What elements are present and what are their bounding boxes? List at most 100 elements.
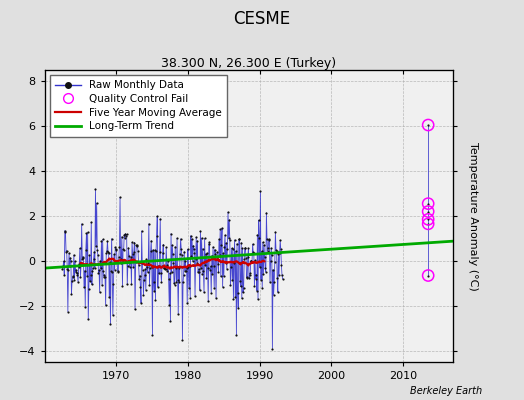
Point xyxy=(161,266,169,272)
Point xyxy=(66,263,74,269)
Point xyxy=(141,286,150,293)
Point xyxy=(193,260,201,266)
Point xyxy=(236,278,244,284)
Point xyxy=(82,230,91,237)
Point xyxy=(179,279,187,286)
Point xyxy=(140,277,148,284)
Point xyxy=(131,306,139,313)
Point xyxy=(202,250,210,257)
Point xyxy=(183,246,192,252)
Point xyxy=(185,285,193,292)
Point xyxy=(227,264,235,270)
Point xyxy=(108,268,116,275)
Point xyxy=(254,296,262,302)
Point xyxy=(81,268,89,274)
Point xyxy=(124,263,132,269)
Point xyxy=(190,249,199,256)
Point xyxy=(424,200,432,207)
Point xyxy=(145,220,153,227)
Point xyxy=(260,242,268,248)
Point xyxy=(118,282,127,289)
Title: 38.300 N, 26.300 E (Turkey): 38.300 N, 26.300 E (Turkey) xyxy=(161,57,336,70)
Point xyxy=(265,236,273,242)
Point xyxy=(269,291,278,298)
Point xyxy=(136,284,145,290)
Point xyxy=(228,246,237,252)
Point xyxy=(140,272,149,278)
Point xyxy=(95,267,103,274)
Point xyxy=(96,258,104,264)
Y-axis label: Temperature Anomaly (°C): Temperature Anomaly (°C) xyxy=(468,142,478,290)
Point xyxy=(223,246,232,252)
Point xyxy=(198,235,206,241)
Point xyxy=(96,265,105,271)
Point xyxy=(105,294,113,301)
Point xyxy=(133,242,141,249)
Point xyxy=(120,231,128,238)
Point xyxy=(90,255,98,262)
Point xyxy=(149,279,158,285)
Point xyxy=(225,216,233,223)
Point xyxy=(103,238,112,244)
Point xyxy=(63,265,71,272)
Point xyxy=(191,256,200,262)
Point xyxy=(134,248,142,254)
Point xyxy=(67,258,75,264)
Point xyxy=(200,289,208,296)
Point xyxy=(156,248,164,255)
Text: CESME: CESME xyxy=(233,10,291,28)
Point xyxy=(211,250,220,257)
Point xyxy=(187,232,195,239)
Point xyxy=(154,263,162,270)
Point xyxy=(207,290,215,296)
Point xyxy=(81,304,90,310)
Point xyxy=(238,245,247,252)
Point xyxy=(227,245,236,252)
Point xyxy=(84,316,92,322)
Point xyxy=(74,264,83,270)
Point xyxy=(278,272,286,278)
Point xyxy=(135,262,143,268)
Point xyxy=(166,270,174,276)
Point xyxy=(270,258,279,265)
Point xyxy=(264,248,272,254)
Point xyxy=(112,246,121,253)
Point xyxy=(115,244,124,250)
Point xyxy=(79,254,87,260)
Point xyxy=(192,234,200,240)
Point xyxy=(104,250,113,256)
Point xyxy=(277,262,286,268)
Point xyxy=(64,308,72,315)
Point xyxy=(116,260,125,266)
Point xyxy=(154,284,162,290)
Point xyxy=(161,266,170,272)
Point xyxy=(268,252,276,258)
Point xyxy=(78,255,86,262)
Point xyxy=(256,188,265,194)
Point xyxy=(249,250,258,256)
Point xyxy=(251,257,259,264)
Point xyxy=(181,258,190,264)
Point xyxy=(189,258,197,264)
Point xyxy=(205,239,214,246)
Point xyxy=(214,268,223,275)
Point xyxy=(257,248,266,255)
Point xyxy=(424,200,432,207)
Point xyxy=(189,242,198,249)
Point xyxy=(71,269,80,275)
Point xyxy=(243,274,251,281)
Point xyxy=(75,245,84,252)
Point xyxy=(153,213,161,220)
Point xyxy=(167,230,175,237)
Point xyxy=(199,268,208,274)
Point xyxy=(190,246,198,252)
Point xyxy=(253,287,261,294)
Point xyxy=(247,257,255,264)
Point xyxy=(103,248,111,254)
Point xyxy=(208,271,216,277)
Point xyxy=(160,264,169,271)
Point xyxy=(83,273,91,279)
Point xyxy=(256,264,264,270)
Point xyxy=(159,241,168,248)
Point xyxy=(257,277,265,283)
